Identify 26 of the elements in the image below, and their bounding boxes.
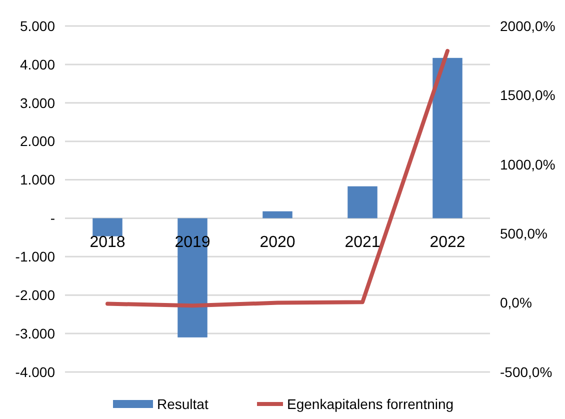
legend-label: Resultat xyxy=(157,396,208,412)
y-tick-label: -1.000 xyxy=(15,248,56,265)
legend-label: Egenkapitalens forrentning xyxy=(287,396,454,412)
x-tick-label: 2021 xyxy=(344,234,380,252)
x-tick-label: 2022 xyxy=(430,234,466,252)
y2-tick-label: 1500,0% xyxy=(500,87,556,104)
y-tick-label: 5.000 xyxy=(20,18,56,34)
y2-tick-label: 500,0% xyxy=(500,226,548,242)
y-tick-label: -3.000 xyxy=(15,325,56,342)
y-tick-label: 3.000 xyxy=(20,94,56,111)
y-tick-label: 4.000 xyxy=(20,56,56,72)
y-tick-label: - xyxy=(50,210,56,226)
y-tick-label: -4.000 xyxy=(15,364,56,380)
y-tick-label: 1.000 xyxy=(20,172,56,188)
y2-tick-label: 0,0% xyxy=(500,294,532,311)
y2-tick-label: 1000,0% xyxy=(500,156,556,172)
y2-tick-label: -500,0% xyxy=(500,364,552,380)
y-tick-label: -2.000 xyxy=(15,287,56,304)
bar xyxy=(92,218,122,236)
x-tick-label: 2018 xyxy=(90,234,126,252)
bar xyxy=(432,58,462,218)
bar xyxy=(348,186,378,218)
y-tick-label: 2.000 xyxy=(20,133,56,150)
bar xyxy=(262,211,292,218)
x-tick-label: 2020 xyxy=(260,234,296,252)
y2-tick-label: 2000,0% xyxy=(500,18,556,34)
